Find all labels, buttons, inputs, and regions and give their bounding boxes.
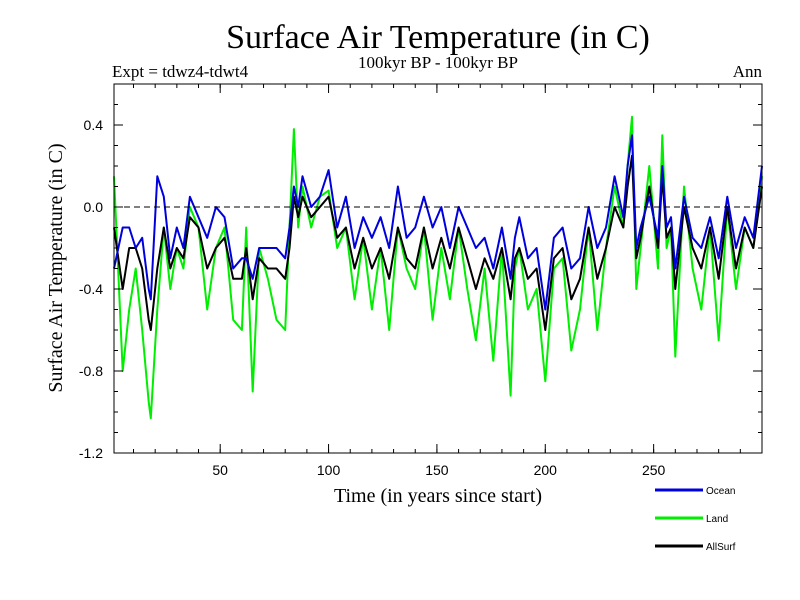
x-tick-label: 250 xyxy=(642,462,666,478)
y-axis-label: Surface Air Temperature (in C) xyxy=(45,143,67,392)
legend: Ocean Land AllSurf xyxy=(655,486,736,553)
chart-title: Surface Air Temperature (in C) xyxy=(226,19,650,56)
chart-subtitle: 100kyr BP - 100kyr BP xyxy=(358,53,518,72)
x-axis-label: Time (in years since start) xyxy=(334,485,542,507)
y-tick-label: -0.8 xyxy=(79,363,103,379)
x-tick-label: 100 xyxy=(317,462,341,478)
experiment-label: Expt = tdwz4-tdwt4 xyxy=(112,62,249,81)
legend-label-ocean: Ocean xyxy=(706,486,735,497)
y-tick-label: -1.2 xyxy=(79,445,103,461)
legend-label-land: Land xyxy=(706,514,728,525)
y-tick-label: 0.0 xyxy=(84,199,104,215)
y-tick-label: 0.4 xyxy=(84,117,104,133)
plot-frame xyxy=(113,83,763,454)
x-tick-label: 200 xyxy=(534,462,558,478)
y-tick-label: -0.4 xyxy=(79,281,103,297)
x-tick-label: 50 xyxy=(212,462,228,478)
series-line-ocean xyxy=(113,134,763,311)
x-tick-label: 150 xyxy=(425,462,449,478)
series-layer xyxy=(113,115,763,420)
legend-label-allsurf: AllSurf xyxy=(706,542,736,553)
axis-ticks: -1.2 -0.8 -0.4 0.0 0.4 50 100 150 200 250 xyxy=(79,83,762,478)
period-label: Ann xyxy=(733,62,763,81)
